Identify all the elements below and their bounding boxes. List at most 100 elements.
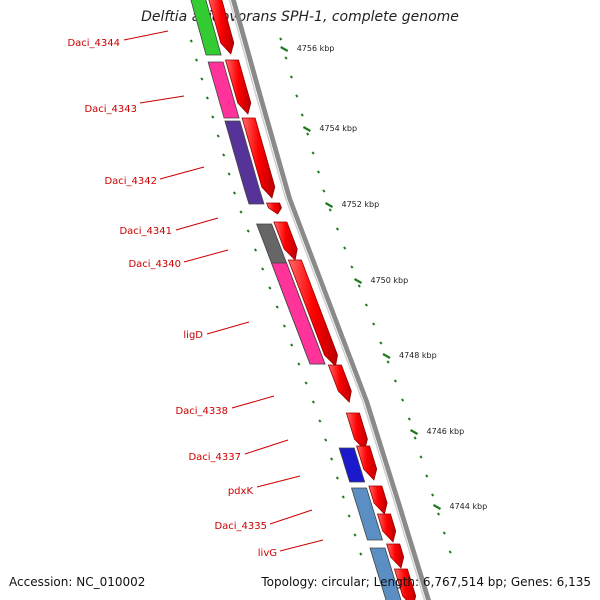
cds-arrow <box>345 412 368 451</box>
leader-line <box>269 509 313 525</box>
cds-arrow <box>266 202 282 215</box>
track-dot <box>448 550 452 554</box>
gene-label-daci-4343: Daci_4343 <box>84 104 137 115</box>
leader-line <box>244 439 289 455</box>
track-dot <box>401 398 405 402</box>
gene-label-daci-4344: Daci_4344 <box>67 38 120 49</box>
track-dot <box>279 37 283 41</box>
track-dot <box>304 381 308 385</box>
track-dot <box>330 457 334 461</box>
track-dot <box>194 58 199 62</box>
track-dot <box>295 94 299 98</box>
track-dot <box>311 151 315 155</box>
track-dot <box>275 305 279 309</box>
scale-tick-label: 4754 kbp <box>319 124 357 133</box>
gene-label-daci-4340: Daci_4340 <box>128 259 181 270</box>
leader-line <box>159 166 205 180</box>
track-dot <box>211 115 215 119</box>
cds-arrow <box>356 445 378 481</box>
leader-line <box>256 475 301 488</box>
gene-label-daci-4342: Daci_4342 <box>104 176 157 187</box>
track-dot <box>311 400 315 404</box>
scale-tick-label: 4756 kbp <box>297 44 335 53</box>
track-dot <box>318 419 322 423</box>
track-dot <box>379 341 383 345</box>
leader-line <box>175 217 219 231</box>
cds-arrow <box>368 485 388 515</box>
gene-label-livg: livG <box>258 548 277 559</box>
scale-tick-mark <box>324 202 334 208</box>
cds-arrow <box>224 59 252 115</box>
scale-tick-mark <box>302 126 311 132</box>
gene-feature-livg <box>369 547 402 600</box>
track-dot <box>407 417 411 421</box>
gene-label-pdxk: pdxK <box>228 486 254 497</box>
track-dot <box>353 533 357 537</box>
accession-text: Accession: NC_010002 <box>9 575 146 589</box>
gene-feature-daci-4335 <box>350 487 384 541</box>
track-dot <box>246 229 250 233</box>
track-dot <box>436 512 441 516</box>
track-dot <box>442 531 446 535</box>
track-dot <box>324 438 328 442</box>
leader-line <box>231 395 275 409</box>
leader-line <box>206 321 250 335</box>
track-dot <box>227 172 231 176</box>
gene-label-daci-4337: Daci_4337 <box>188 452 241 463</box>
track-dot <box>297 362 301 366</box>
track-dot <box>284 56 288 60</box>
cds-arrow <box>327 364 352 403</box>
track-dot <box>205 96 209 100</box>
scale-tick-label: 4750 kbp <box>371 276 409 285</box>
cds-arrow <box>273 221 298 261</box>
track-dot <box>322 189 326 193</box>
scale-tick-label: 4748 kbp <box>399 351 437 360</box>
track-dot <box>261 267 265 271</box>
gene-label-daci-4338: Daci_4338 <box>175 406 228 417</box>
track-dot <box>350 265 354 269</box>
track-dot <box>425 474 429 478</box>
cds-arrow <box>287 259 338 367</box>
track-dot <box>335 476 339 480</box>
gene-feature-ligd <box>270 262 326 365</box>
cds-arrow <box>241 117 276 199</box>
track-dot <box>343 246 347 250</box>
track-dot <box>239 210 243 214</box>
scale-tick-mark <box>280 46 289 52</box>
track-dot <box>328 208 332 212</box>
leader-line <box>279 539 324 552</box>
genome-stats-text: Topology: circular; Length: 6,767,514 bp… <box>261 575 591 589</box>
track-dot <box>268 286 272 290</box>
track-dot <box>253 248 258 252</box>
track-dot <box>393 379 397 383</box>
cds-arrow <box>386 543 405 569</box>
track-dot <box>300 113 304 117</box>
track-dot <box>200 77 204 81</box>
scale-tick-mark <box>382 353 391 359</box>
track-dot <box>347 514 351 518</box>
backbone-line <box>230 0 431 600</box>
leader-line <box>139 95 185 104</box>
scale-tick-label: 4744 kbp <box>450 502 488 511</box>
scale-tick-label: 4752 kbp <box>342 200 380 209</box>
gene-feature-daci-4343 <box>207 61 240 119</box>
scale-tick-mark <box>353 278 363 284</box>
inner-dotted-track <box>189 39 363 556</box>
leader-line <box>123 30 169 41</box>
track-dot <box>431 493 435 497</box>
track-dot <box>357 284 361 288</box>
track-dot <box>289 75 293 79</box>
track-dot <box>316 170 321 174</box>
gene-label-ligd: ligD <box>183 330 203 341</box>
track-dot <box>290 343 294 347</box>
cds-arrow <box>208 0 235 55</box>
track-dot <box>335 227 340 231</box>
track-dot <box>216 134 220 138</box>
gene-label-daci-4341: Daci_4341 <box>119 226 172 237</box>
cds-arrow <box>393 568 417 600</box>
gene-label-daci-4335: Daci_4335 <box>214 521 267 532</box>
gene-feature-pdxk <box>338 447 366 483</box>
track-dot <box>232 191 237 195</box>
track-dot <box>306 132 310 136</box>
